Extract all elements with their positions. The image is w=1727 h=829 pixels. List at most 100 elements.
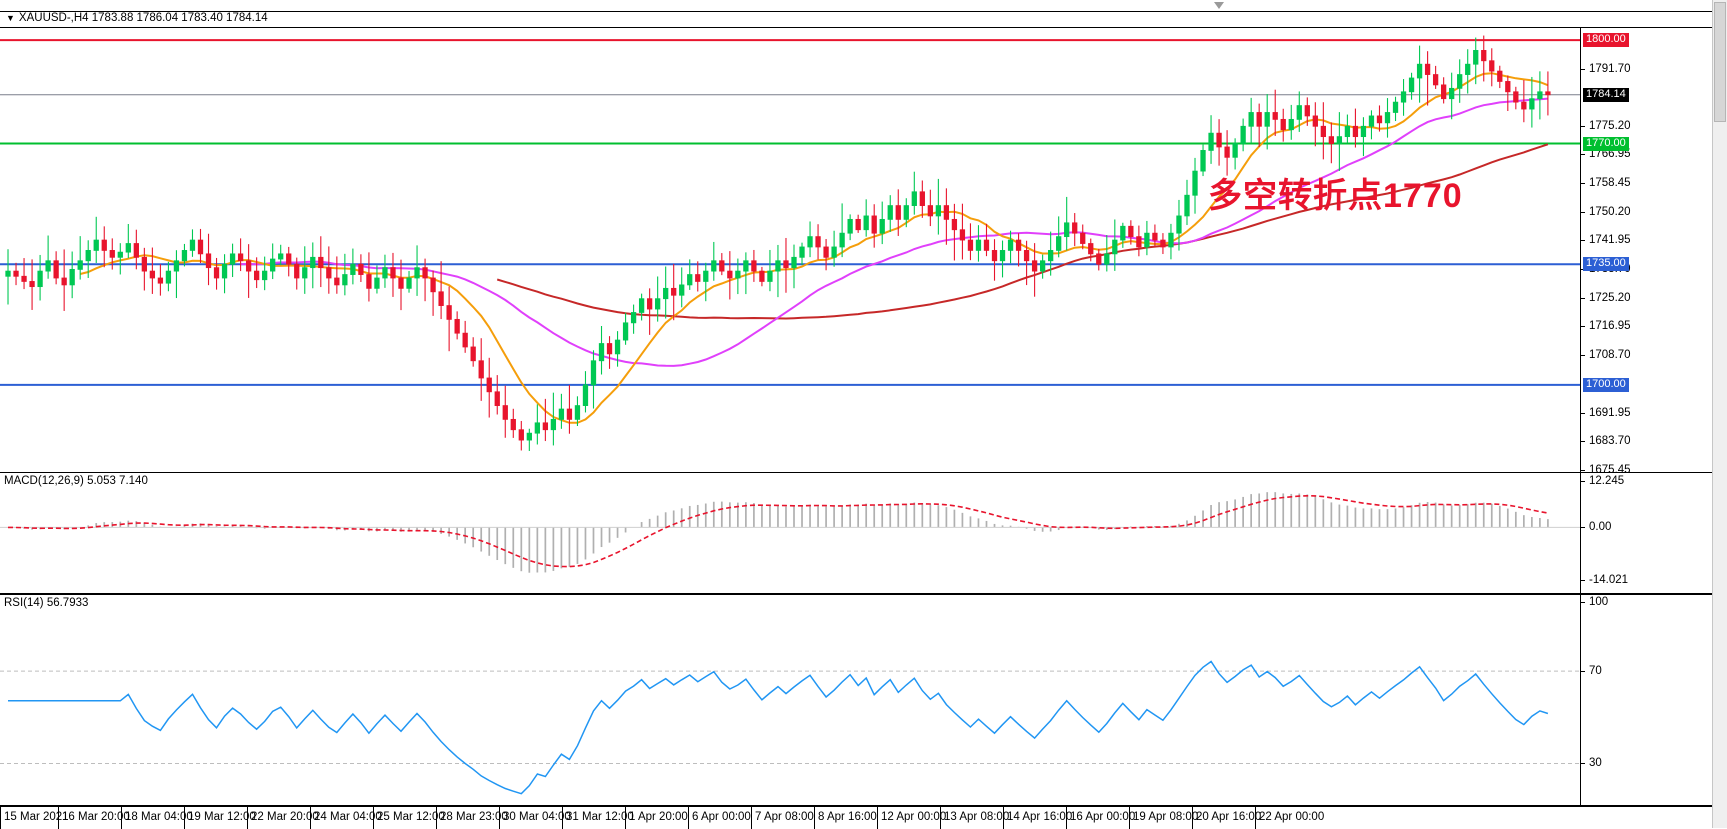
time-axis-tick: [1192, 807, 1193, 829]
rsi-axis-tick: [1581, 601, 1585, 603]
time-axis-tick: [1255, 807, 1256, 829]
time-axis-label: 7 Apr 08:00: [755, 811, 814, 823]
time-axis-label: 6 Apr 00:00: [692, 811, 751, 823]
price-axis-label: 1750.20: [1589, 205, 1631, 218]
price-axis-tick: [1581, 412, 1585, 414]
time-axis-label: 15 Mar 2021: [4, 811, 69, 823]
macd-header-label: MACD(12,26,9) 5.053 7.140: [4, 475, 148, 487]
time-axis-tick: [562, 807, 563, 829]
rsi-plot-area[interactable]: [0, 595, 1580, 805]
time-axis-label: 31 Mar 12:00: [566, 811, 634, 823]
time-axis-label: 16 Mar 20:00: [62, 811, 130, 823]
time-axis[interactable]: 15 Mar 2021 16 Mar 20:00 18 Mar 04:00 19 Ma…: [0, 806, 1727, 829]
time-axis-tick: [0, 807, 1, 829]
time-axis-label: 18 Mar 04:00: [125, 811, 193, 823]
price-panel: 1791.70 1775.20 1766.95 1758.45 1750.20 1741.…: [0, 27, 1727, 479]
time-axis-tick: [751, 807, 752, 829]
price-level-tag-1800-00[interactable]: 1800.00: [1583, 33, 1629, 48]
price-axis-label: 1683.70: [1589, 435, 1631, 448]
price-y-axis[interactable]: 1791.70 1775.20 1766.95 1758.45 1750.20 1741.…: [1580, 28, 1727, 478]
price-axis-label: 1716.95: [1589, 320, 1631, 333]
price-axis-tick: [1581, 441, 1585, 443]
price-level-tag-1770-00[interactable]: 1770.00: [1583, 136, 1629, 151]
rsi-y-axis[interactable]: 100 70 30: [1580, 595, 1727, 805]
time-axis-label: 22 Mar 20:00: [251, 811, 319, 823]
price-axis-label: 1741.95: [1589, 234, 1631, 247]
macd-axis-label: -14.021: [1589, 573, 1629, 586]
price-axis-label: 1766.95: [1589, 148, 1631, 161]
price-axis-label: 1725.20: [1589, 292, 1631, 304]
price-level-tag-1735-00[interactable]: 1735.00: [1583, 257, 1629, 272]
rsi-svg: [0, 660, 1580, 795]
time-axis-tick: [688, 807, 689, 829]
time-axis-label: 19 Mar 12:00: [188, 811, 256, 823]
time-axis-label: 24 Mar 04:00: [314, 811, 382, 823]
price-svg: [0, 35, 1580, 451]
macd-svg: [0, 492, 1580, 573]
time-axis-tick: [436, 807, 437, 829]
rsi-axis-label: 70: [1589, 665, 1602, 678]
time-axis-tick: [940, 807, 941, 829]
rsi-axis-tick: [1581, 671, 1585, 673]
rsi-header-label: RSI(14) 56.7933: [4, 597, 89, 609]
rsi-axis-label: 30: [1589, 757, 1602, 770]
price-axis-tick: [1581, 154, 1585, 156]
chart-annotation-text: 多空转折点1770: [1208, 177, 1463, 215]
rsi-panel: RSI(14) 56.7933 100 70 30: [0, 594, 1727, 806]
macd-y-axis[interactable]: 12.245 0.00 -14.021: [1580, 473, 1727, 593]
time-axis-label: 8 Apr 16:00: [818, 811, 877, 823]
caret-down-icon[interactable]: ▼: [6, 13, 15, 23]
time-axis-tick: [373, 807, 374, 829]
macd-axis-label: 0.00: [1589, 521, 1612, 534]
time-axis-label: 28 Mar 23:00: [440, 811, 508, 823]
price-level-tag-1700-00[interactable]: 1700.00: [1583, 377, 1629, 392]
macd-axis-tick: [1581, 481, 1585, 483]
time-axis-tick: [310, 807, 311, 829]
vertical-scrollbar[interactable]: [1712, 0, 1727, 828]
price-level-tag-1784-14[interactable]: 1784.14: [1583, 87, 1629, 102]
time-axis-label: 22 Apr 00:00: [1259, 811, 1325, 823]
time-axis-tick: [184, 807, 185, 829]
price-axis-label: 1775.20: [1589, 119, 1631, 132]
time-axis-tick: [1129, 807, 1130, 829]
time-axis-label: 1 Apr 20:00: [629, 811, 688, 823]
price-axis-tick: [1581, 125, 1585, 127]
symbol-ohlc-text: XAUUSD-,H4 1783.88 1786.04 1783.40 1784.…: [18, 12, 268, 24]
time-axis-label: 14 Apr 16:00: [1007, 811, 1073, 823]
time-axis-tick: [499, 807, 500, 829]
time-axis-tick: [247, 807, 248, 829]
window-top-bar: [0, 0, 1727, 12]
price-axis-tick: [1581, 354, 1585, 356]
price-axis-label: 1791.70: [1589, 62, 1631, 75]
price-axis-label: 1691.95: [1589, 406, 1631, 419]
price-plot-area[interactable]: [0, 28, 1580, 478]
price-axis-tick: [1581, 326, 1585, 328]
time-axis-label: 16 Apr 00:00: [1070, 811, 1136, 823]
time-axis-tick: [1066, 807, 1067, 829]
time-axis-tick: [58, 807, 59, 829]
time-axis-label: 20 Apr 16:00: [1196, 811, 1262, 823]
time-axis-tick: [121, 807, 122, 829]
price-axis-tick: [1581, 211, 1585, 213]
time-axis-label: 13 Apr 08:00: [944, 811, 1010, 823]
macd-axis-tick: [1581, 527, 1585, 529]
time-axis-label: 25 Mar 12:00: [377, 811, 445, 823]
rsi-axis-label: 100: [1589, 595, 1609, 608]
time-axis-tick: [1003, 807, 1004, 829]
price-axis-tick: [1581, 240, 1585, 242]
time-axis-tick: [877, 807, 878, 829]
price-axis-tick: [1581, 68, 1585, 70]
price-axis-label: 1708.70: [1589, 348, 1631, 361]
price-axis-tick: [1581, 469, 1585, 471]
macd-axis-tick: [1581, 579, 1585, 581]
macd-plot-area[interactable]: [0, 473, 1580, 593]
time-axis-tick: [814, 807, 815, 829]
price-axis-tick: [1581, 298, 1585, 299]
macd-axis-label: 12.245: [1589, 475, 1625, 488]
chart-top-marker-icon: [1214, 2, 1224, 9]
price-axis-label: 1758.45: [1589, 177, 1631, 190]
time-axis-label: 12 Apr 00:00: [881, 811, 947, 823]
scrollbar-thumb[interactable]: [1714, 2, 1726, 122]
rsi-axis-tick: [1581, 763, 1585, 765]
